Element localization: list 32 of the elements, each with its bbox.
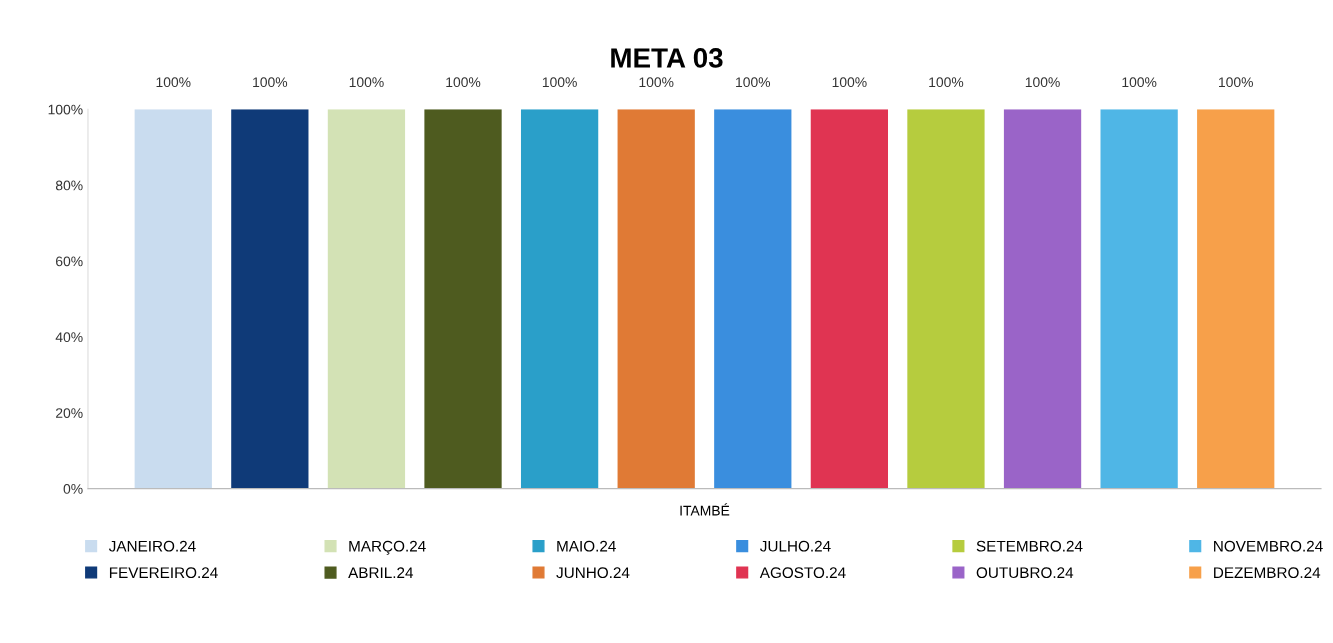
y-tick-label: 100% (48, 104, 83, 115)
data-label: 100% (542, 77, 577, 88)
y-tick-label: 0% (63, 484, 83, 494)
legend-label: AGOSTO.24 (759, 567, 846, 579)
legend-label: MARÇO.24 (349, 540, 426, 555)
data-label: 100% (832, 77, 867, 88)
data-label: 100% (253, 77, 288, 88)
data-label: 100% (349, 77, 384, 88)
y-tick-label: 80% (55, 180, 83, 191)
y-tick-label: 60% (56, 256, 83, 267)
legend-label: JANEIRO.24 (108, 540, 196, 552)
data-label: 100% (639, 77, 674, 88)
legend-label: ABRIL.24 (348, 567, 414, 578)
legend-label: OUTUBRO.24 (976, 567, 1074, 579)
legend-label: JUNHO.24 (556, 567, 630, 579)
data-label: 100% (1122, 77, 1157, 88)
data-label: 100% (156, 77, 191, 88)
data-label: 100% (1219, 77, 1253, 88)
data-label: 100% (446, 77, 481, 88)
legend-label: NOVEMBRO.24 (1214, 540, 1323, 552)
data-label: 100% (736, 77, 771, 88)
data-label: 100% (1025, 77, 1060, 88)
legend-label: MAIO.24 (557, 540, 616, 552)
y-tick-label: 20% (56, 408, 83, 418)
x-tick-label: ITAMBÉ (680, 503, 730, 516)
data-label: 100% (929, 77, 964, 88)
legend-label: SETEMBRO.24 (976, 540, 1083, 552)
y-tick-label: 40% (55, 332, 83, 343)
legend-label: DEZEMBRO.24 (1214, 567, 1321, 579)
chart-title: META 03 (611, 48, 723, 68)
legend-label: JULHO.24 (760, 540, 831, 552)
legend-label: FEVEREIRO.24 (109, 567, 218, 579)
